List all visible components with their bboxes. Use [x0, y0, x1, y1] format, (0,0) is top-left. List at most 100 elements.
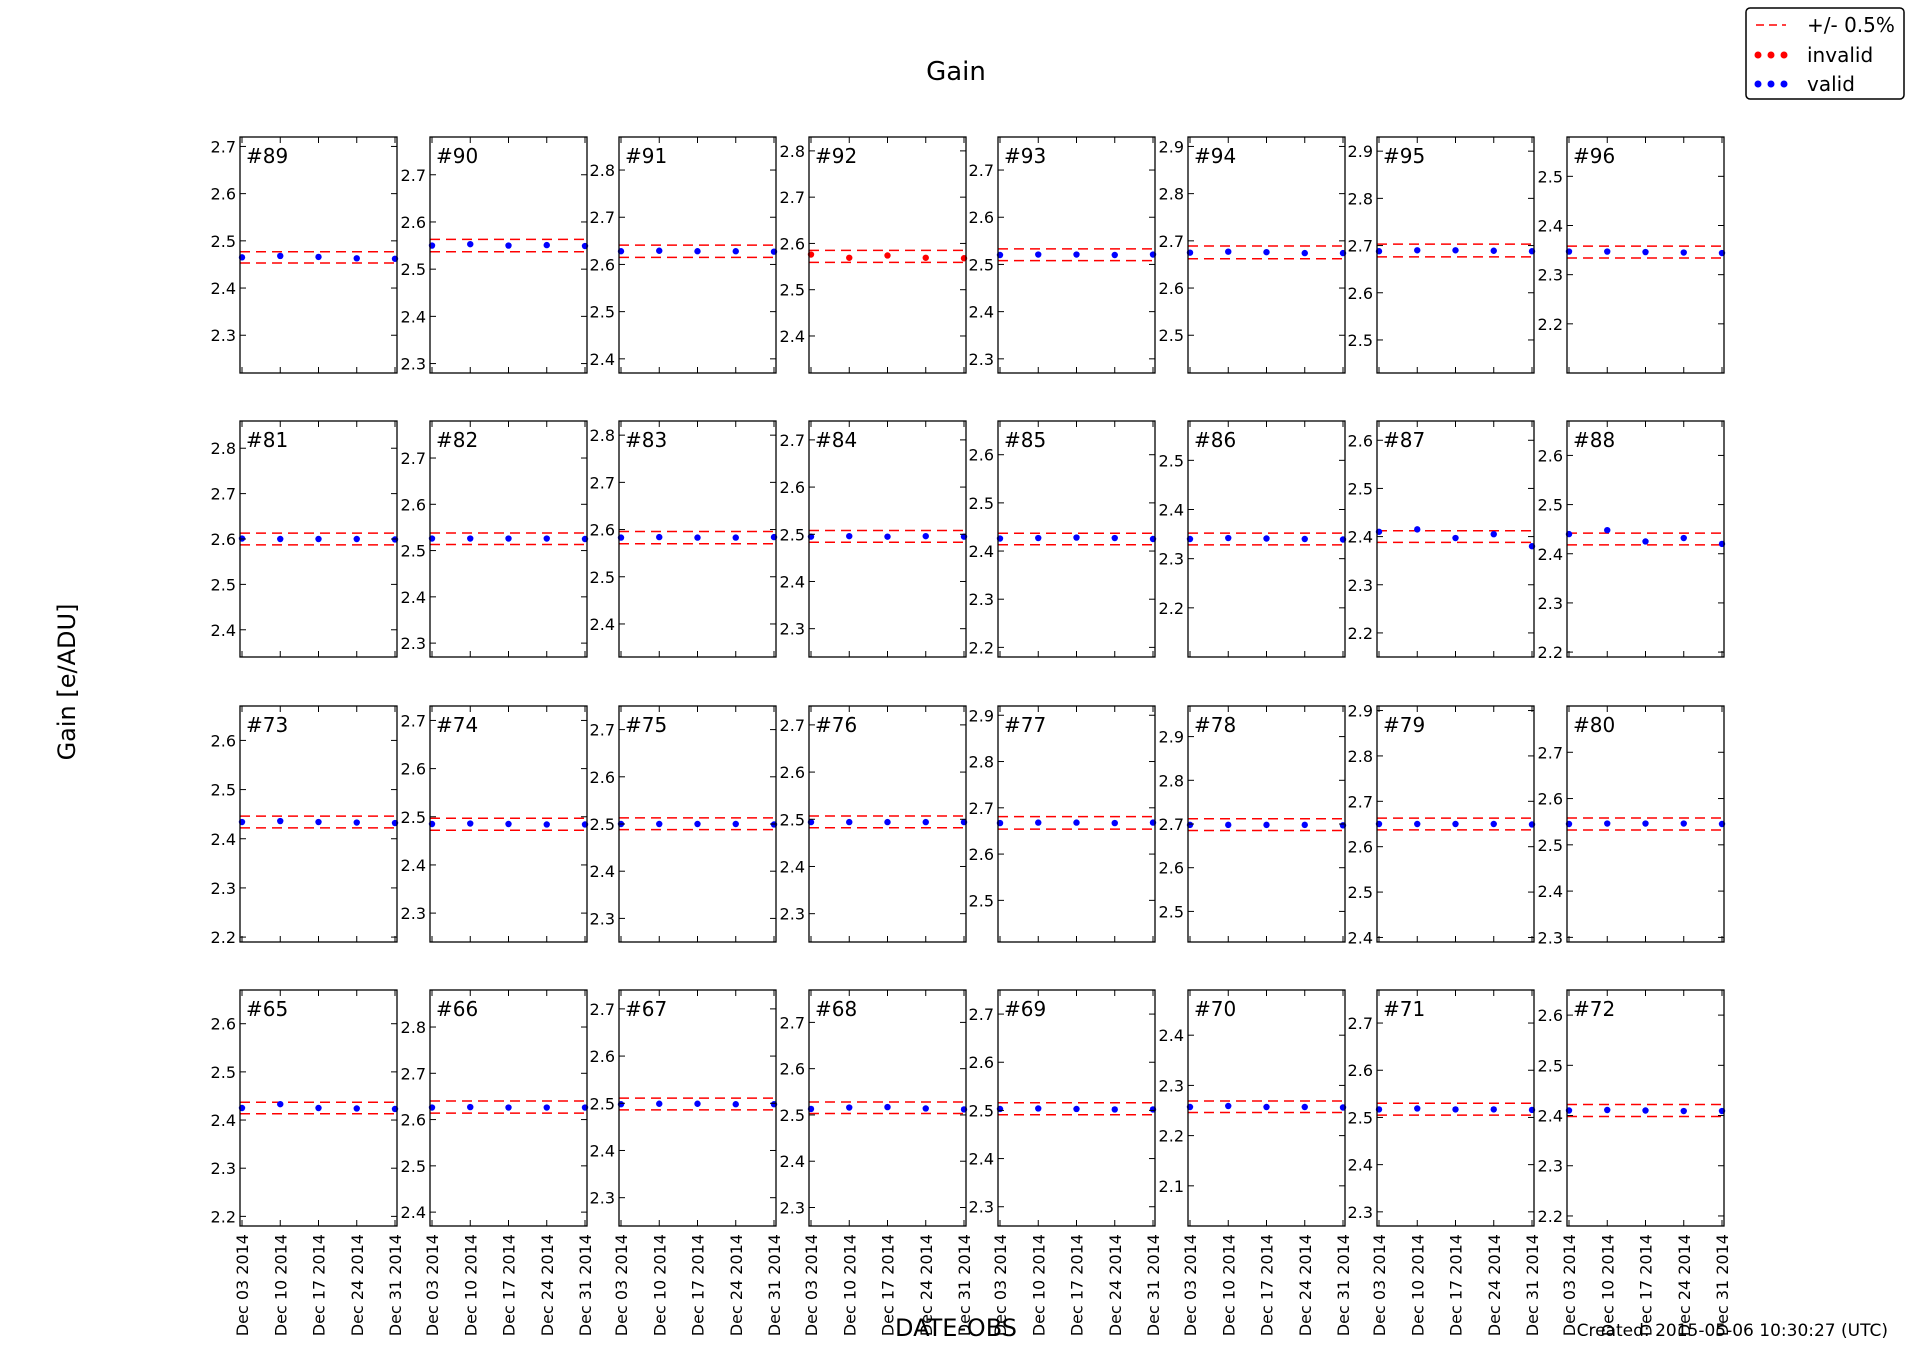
panel-label: #73	[246, 713, 288, 737]
panel-label: #82	[436, 428, 478, 452]
y-tick-label: 2.9	[1159, 137, 1184, 156]
y-tick-label: 2.5	[211, 1063, 236, 1082]
valid-point	[467, 535, 474, 542]
y-tick-label: 2.5	[780, 281, 805, 300]
x-tick-label: Dec 24 2014	[917, 1234, 936, 1336]
x-tick-label: Dec 17 2014	[1447, 1234, 1466, 1336]
x-tick-label: Dec 03 2014	[802, 1234, 821, 1336]
x-tick-label: Dec 17 2014	[310, 1234, 329, 1336]
x-tick-label: Dec 10 2014	[650, 1234, 669, 1336]
y-tick-label: 2.5	[780, 1106, 805, 1125]
y-tick-label: 2.4	[590, 615, 615, 634]
panel-87: 2.2 2.3 2.4 2.5 2.6 #87	[1348, 420, 1536, 658]
valid-point	[884, 818, 891, 826]
panel-70: 2.1 2.2 2.3 2.4 Dec 03 2014 Dec 10 2014 Dec 17…	[1159, 989, 1353, 1336]
y-tick-label: 2.3	[1538, 594, 1563, 613]
panel-label: #78	[1194, 713, 1236, 737]
y-tick-label: 2.5	[969, 494, 994, 513]
y-tick-label: 2.5	[1348, 331, 1373, 350]
valid-point	[1035, 534, 1042, 542]
x-tick-label: Dec 10 2014	[1029, 1234, 1048, 1336]
y-tick-label: 2.4	[1159, 1026, 1184, 1045]
y-tick-label: 2.3	[969, 1198, 994, 1217]
y-tick-label: 2.7	[401, 1064, 426, 1083]
valid-point	[1301, 535, 1308, 543]
y-tick-label: 2.6	[401, 1111, 426, 1130]
panel-83: 2.4 2.5 2.6 2.7 2.8 #83	[590, 420, 778, 658]
x-tick-label: Dec 24 2014	[1485, 1234, 1504, 1336]
x-tick-label: Dec 10 2014	[1408, 1234, 1427, 1336]
y-tick-label: 2.5	[1159, 902, 1184, 921]
panel-label: #93	[1004, 144, 1046, 168]
y-tick-label: 2.6	[780, 1060, 805, 1079]
y-tick-label: 2.6	[590, 521, 615, 540]
valid-point	[353, 1105, 360, 1112]
y-tick-label: 2.6	[401, 760, 426, 779]
x-tick-label: Dec 31 2014	[765, 1234, 784, 1336]
valid-point	[1680, 534, 1687, 542]
panel-93: 2.3 2.4 2.5 2.6 2.7 #93	[969, 136, 1157, 374]
valid-point	[1642, 820, 1649, 827]
y-tick-label: 2.5	[1538, 836, 1563, 855]
valid-point	[315, 1104, 322, 1112]
panel-label: #84	[815, 428, 857, 452]
x-tick-label: Dec 10 2014	[1598, 1234, 1617, 1336]
panel-95: 2.5 2.6 2.7 2.8 2.9 #95	[1348, 136, 1536, 374]
panel-label: #86	[1194, 428, 1236, 452]
y-tick-label: 2.5	[401, 808, 426, 827]
y-tick-label: 2.5	[401, 1157, 426, 1176]
valid-point	[694, 248, 701, 255]
valid-point	[1604, 526, 1611, 534]
y-tick-label: 2.3	[780, 620, 805, 639]
panel-80: 2.3 2.4 2.5 2.6 2.7 #80	[1538, 705, 1726, 947]
panel-label: #77	[1004, 713, 1046, 737]
y-tick-label: 2.5	[1348, 479, 1373, 498]
panel-82: 2.3 2.4 2.5 2.6 2.7 #82	[401, 420, 589, 658]
valid-point	[922, 532, 929, 540]
valid-point	[732, 1101, 739, 1108]
panel-96: 2.2 2.3 2.4 2.5 #96	[1538, 136, 1726, 374]
valid-point	[1225, 821, 1232, 829]
valid-point	[1035, 1105, 1042, 1112]
x-tick-label: Dec 31 2014	[1713, 1234, 1732, 1336]
legend-label-band: +/- 0.5%	[1807, 13, 1895, 37]
y-tick-label: 2.6	[969, 446, 994, 465]
valid-point	[1073, 251, 1080, 258]
y-tick-label: 2.6	[1348, 431, 1373, 450]
valid-point	[884, 1103, 891, 1111]
y-tick-label: 2.4	[211, 621, 236, 640]
x-tick-label: Dec 10 2014	[271, 1234, 290, 1336]
valid-point	[1073, 534, 1080, 541]
panel-frame	[1376, 136, 1535, 374]
x-tick-label: Dec 31 2014	[1334, 1234, 1353, 1336]
panel-85: 2.2 2.3 2.4 2.5 2.6 #85	[969, 420, 1157, 658]
y-tick-label: 2.3	[401, 355, 426, 374]
x-tick-label: Dec 03 2014	[233, 1234, 252, 1336]
panel-label: #72	[1573, 997, 1615, 1021]
y-tick-label: 2.5	[969, 255, 994, 274]
y-tick-label: 2.5	[401, 260, 426, 279]
y-tick-label: 2.6	[590, 255, 615, 274]
y-tick-label: 2.6	[1538, 446, 1563, 465]
valid-point	[1680, 249, 1687, 256]
y-tick-label: 2.2	[1538, 315, 1563, 334]
valid-point	[1263, 248, 1270, 256]
y-tick-label: 2.6	[401, 495, 426, 514]
valid-point	[1642, 1107, 1649, 1114]
valid-point	[1035, 819, 1042, 826]
y-tick-label: 2.3	[969, 590, 994, 609]
valid-point	[353, 255, 360, 262]
y-axis-label: Gain [e/ADU]	[53, 604, 81, 761]
panel-76: 2.3 2.4 2.5 2.6 2.7 #76	[780, 705, 968, 943]
y-tick-label: 2.6	[590, 1047, 615, 1066]
y-tick-label: 2.5	[211, 575, 236, 594]
valid-point	[1225, 248, 1232, 255]
panel-label: #90	[436, 144, 478, 168]
x-tick-label: Dec 10 2014	[461, 1234, 480, 1336]
valid-point	[1111, 251, 1118, 259]
y-tick-label: 2.3	[1348, 1203, 1373, 1222]
y-tick-label: 2.5	[1159, 326, 1184, 345]
y-tick-label: 2.7	[590, 208, 615, 227]
panel-88: 2.2 2.3 2.4 2.5 2.6 #88	[1538, 420, 1726, 662]
y-tick-label: 2.3	[401, 904, 426, 923]
